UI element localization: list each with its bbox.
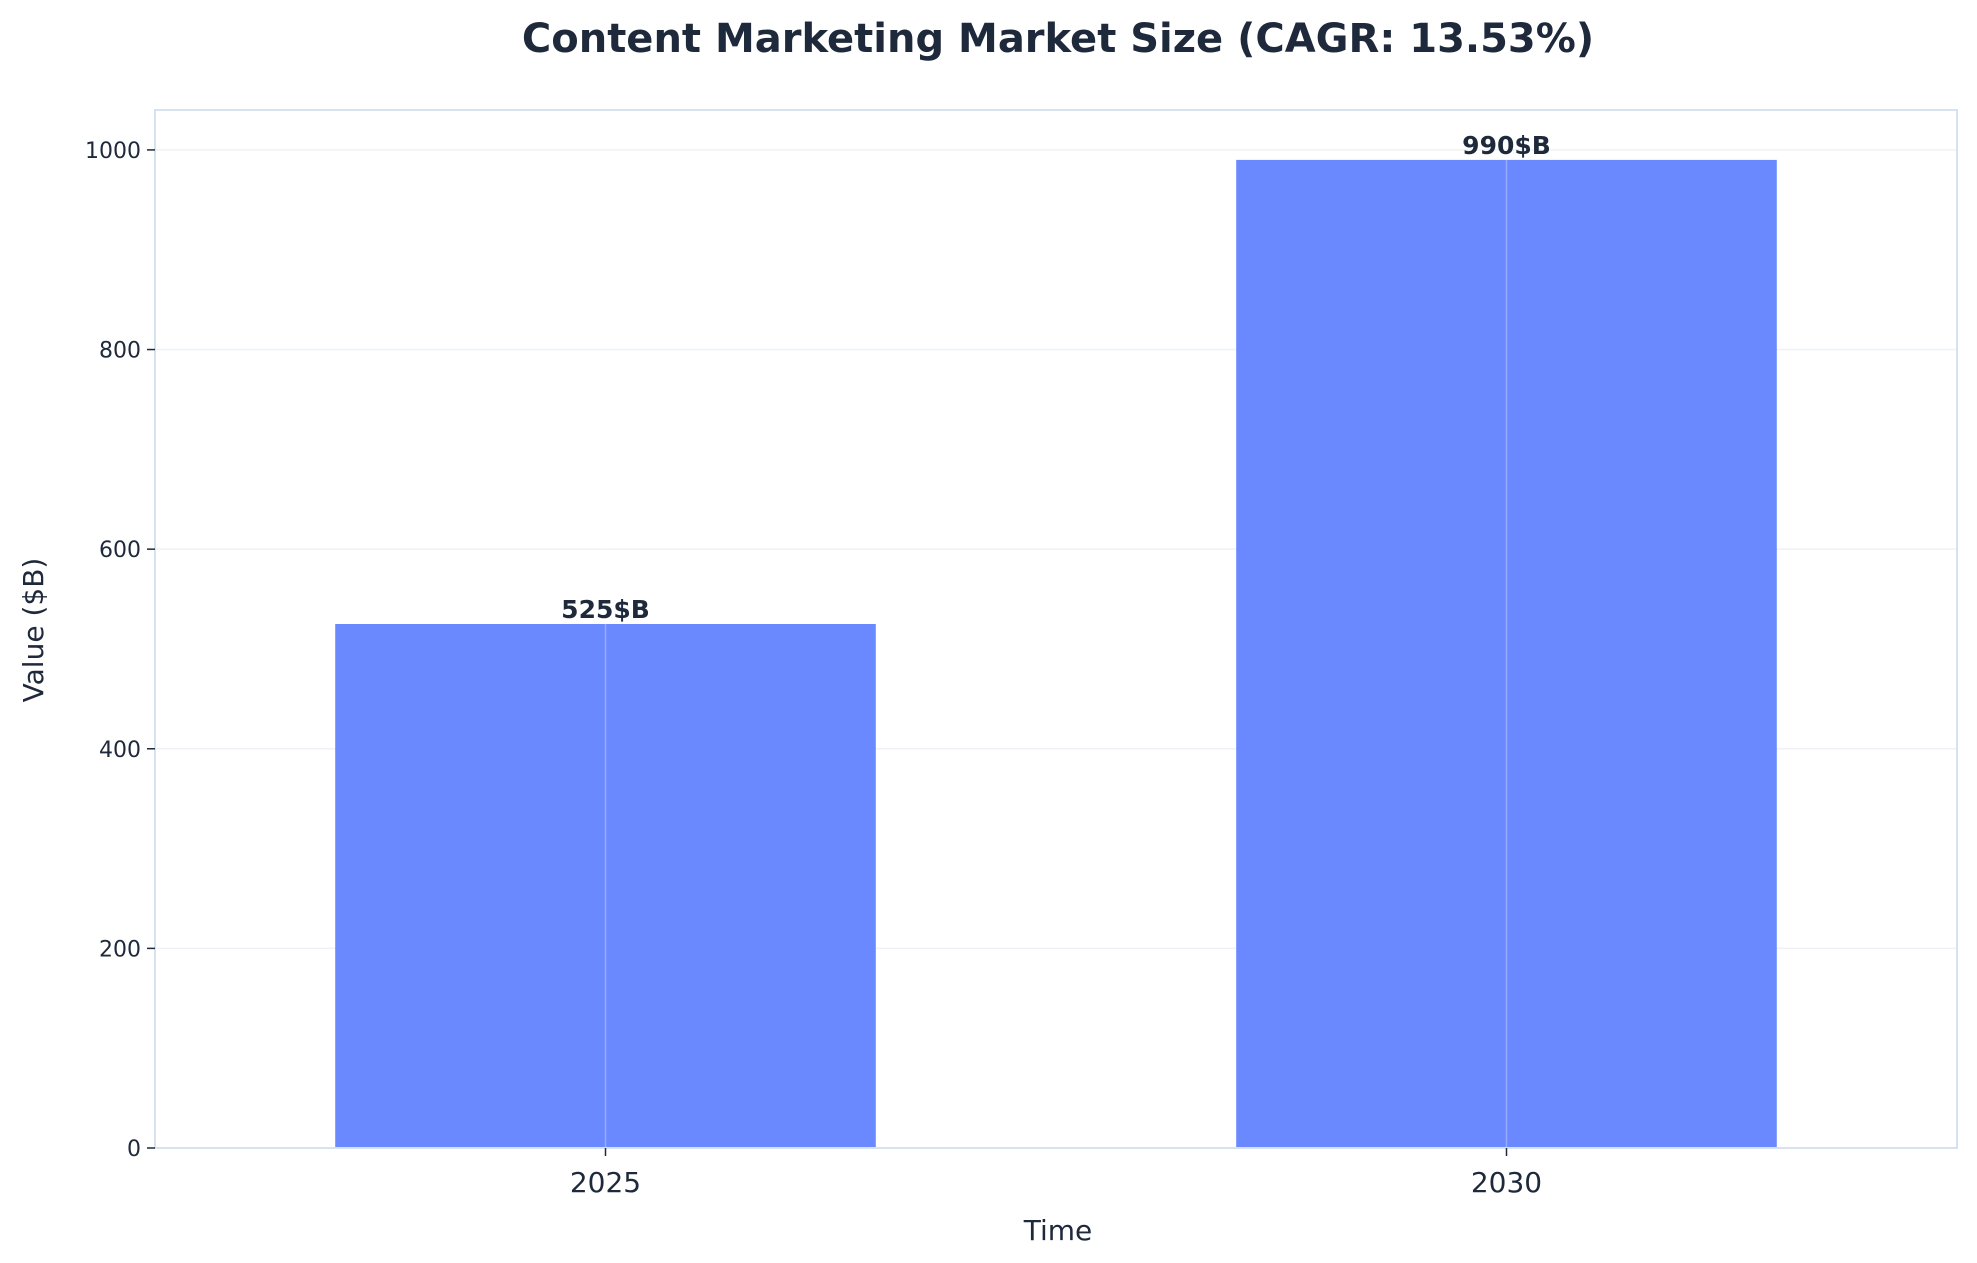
y-tick-label: 200 <box>99 937 141 962</box>
vertical-grid-layer <box>604 110 1508 1148</box>
y-tick-label: 600 <box>99 538 141 563</box>
bar-2025 <box>335 624 876 1148</box>
y-tick-label: 1000 <box>85 139 141 164</box>
chart-title: Content Marketing Market Size (CAGR: 13.… <box>522 16 1594 62</box>
y-axis-label: Value ($B) <box>17 558 50 703</box>
bar-2030 <box>1236 159 1777 1149</box>
bars-layer <box>335 159 1777 1149</box>
bar-value-label: 990$B <box>1462 131 1551 160</box>
x-axis-label: Time <box>1023 1214 1093 1247</box>
plot-frame <box>154 109 1958 1149</box>
bar-value-label: 525$B <box>561 595 650 624</box>
x-axis: 2025 2030 <box>570 1148 1542 1199</box>
x-tick-label: 2025 <box>570 1166 641 1199</box>
y-tick-label: 400 <box>99 738 141 763</box>
bar-value-labels: 525$B 990$B <box>561 131 1551 624</box>
y-tick-label: 800 <box>99 339 141 364</box>
y-tick-label: 0 <box>127 1137 141 1162</box>
x-tick-label: 2030 <box>1471 1166 1542 1199</box>
y-axis: 0 200 400 600 800 1000 <box>85 139 155 1162</box>
